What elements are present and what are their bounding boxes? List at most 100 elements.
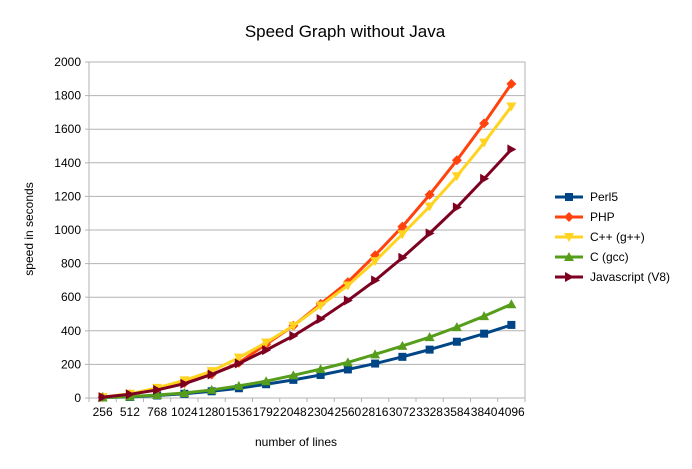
y-tick-label: 400 <box>61 324 81 338</box>
data-point <box>507 144 517 155</box>
data-point <box>179 376 190 386</box>
x-tick-label: 2304 <box>307 405 334 419</box>
legend-marker <box>564 252 574 261</box>
legend-marker <box>564 233 574 242</box>
x-tick-label: 1280 <box>198 405 225 419</box>
y-tick-label: 1000 <box>54 223 81 237</box>
x-tick-label: 1536 <box>226 405 253 419</box>
y-tick-label: 200 <box>61 357 81 371</box>
data-point <box>506 102 517 112</box>
legend-label: C (gcc) <box>590 250 629 264</box>
x-axis-label: number of lines <box>255 435 337 449</box>
data-point <box>425 228 435 239</box>
data-point <box>233 353 244 363</box>
legend: Perl5 PHP C++ (g++) C (gcc) Javascript (V8) <box>555 190 670 284</box>
y-tick-label: 1800 <box>54 89 81 103</box>
data-point <box>371 359 380 368</box>
data-point <box>506 299 517 309</box>
legend-item: PHP <box>555 210 615 224</box>
y-tick-label: 1600 <box>54 122 81 136</box>
data-point <box>206 384 217 394</box>
data-point <box>398 252 408 263</box>
data-point <box>342 281 353 291</box>
data-point <box>371 275 381 286</box>
data-point <box>315 301 326 311</box>
data-point <box>207 369 217 380</box>
legend-label: C++ (g++) <box>590 230 645 244</box>
y-tick-label: 2000 <box>54 55 81 69</box>
data-point <box>425 345 434 354</box>
legend-marker <box>564 212 574 222</box>
data-point <box>370 250 381 261</box>
legend-item: C++ (g++) <box>555 230 645 244</box>
legend-item: Perl5 <box>555 190 618 204</box>
data-point <box>343 365 352 374</box>
series-php <box>97 78 517 403</box>
data-point <box>342 357 353 367</box>
data-point <box>424 189 435 200</box>
data-point <box>289 330 299 341</box>
data-point <box>451 322 462 332</box>
legend-marker <box>565 193 573 201</box>
data-point <box>397 221 408 232</box>
chart-title: Speed Graph without Java <box>245 22 446 41</box>
data-point <box>316 370 325 379</box>
data-point <box>125 389 135 400</box>
series-line <box>102 82 513 399</box>
y-tick-label: 600 <box>61 290 81 304</box>
x-tick-label: 1792 <box>253 405 280 419</box>
data-point <box>288 321 299 331</box>
data-point <box>452 202 462 213</box>
x-tick-label: 3328 <box>416 405 443 419</box>
data-point <box>316 314 326 325</box>
grid-lines <box>89 61 525 399</box>
data-point <box>370 349 381 359</box>
y-axis-label: speed in seconds <box>22 182 36 275</box>
data-point <box>479 118 490 129</box>
data-point <box>152 389 163 399</box>
series-c-gcc <box>97 299 517 402</box>
legend-item: C (gcc) <box>555 250 629 264</box>
data-point <box>179 387 190 397</box>
data-point <box>315 364 326 374</box>
y-tick-label: 1400 <box>54 156 81 170</box>
legend-label: Javascript (V8) <box>590 270 670 284</box>
x-tick-label: 2816 <box>362 405 389 419</box>
y-axis-ticks: 0 200 400 600 800 1000 1200 1400 1600 1800 2000 <box>54 55 89 405</box>
legend-label: PHP <box>590 210 615 224</box>
series-line <box>102 105 513 399</box>
data-point <box>180 378 190 389</box>
y-tick-label: 0 <box>74 391 81 405</box>
data-point <box>206 367 217 377</box>
data-point <box>507 320 516 329</box>
series-c-g <box>97 102 517 403</box>
legend-item: Javascript (V8) <box>555 270 670 284</box>
data-point <box>98 392 108 403</box>
data-point <box>451 172 462 182</box>
legend-label: Perl5 <box>590 190 618 204</box>
series-line <box>102 302 512 399</box>
data-point <box>288 370 299 380</box>
x-tick-label: 3840 <box>471 405 498 419</box>
series-line <box>102 148 513 399</box>
legend-marker <box>565 272 574 282</box>
data-point <box>233 380 244 390</box>
data-point <box>424 332 435 342</box>
x-tick-label: 512 <box>120 405 140 419</box>
x-tick-label: 2048 <box>280 405 307 419</box>
data-point <box>452 337 461 346</box>
data-point <box>506 78 517 89</box>
data-point <box>480 173 490 184</box>
x-axis-ticks: 256 512 768 1024 1280 1536 1792 2048 2304 2560 281… <box>88 398 526 419</box>
data-point <box>398 352 407 361</box>
data-point <box>261 338 272 348</box>
data-point <box>343 295 353 306</box>
data-point <box>424 202 435 212</box>
x-tick-label: 256 <box>93 405 113 419</box>
x-tick-label: 4096 <box>498 405 525 419</box>
series-layer <box>97 78 517 403</box>
data-point <box>262 345 272 356</box>
x-tick-label: 3072 <box>389 405 416 419</box>
data-point <box>397 340 408 350</box>
